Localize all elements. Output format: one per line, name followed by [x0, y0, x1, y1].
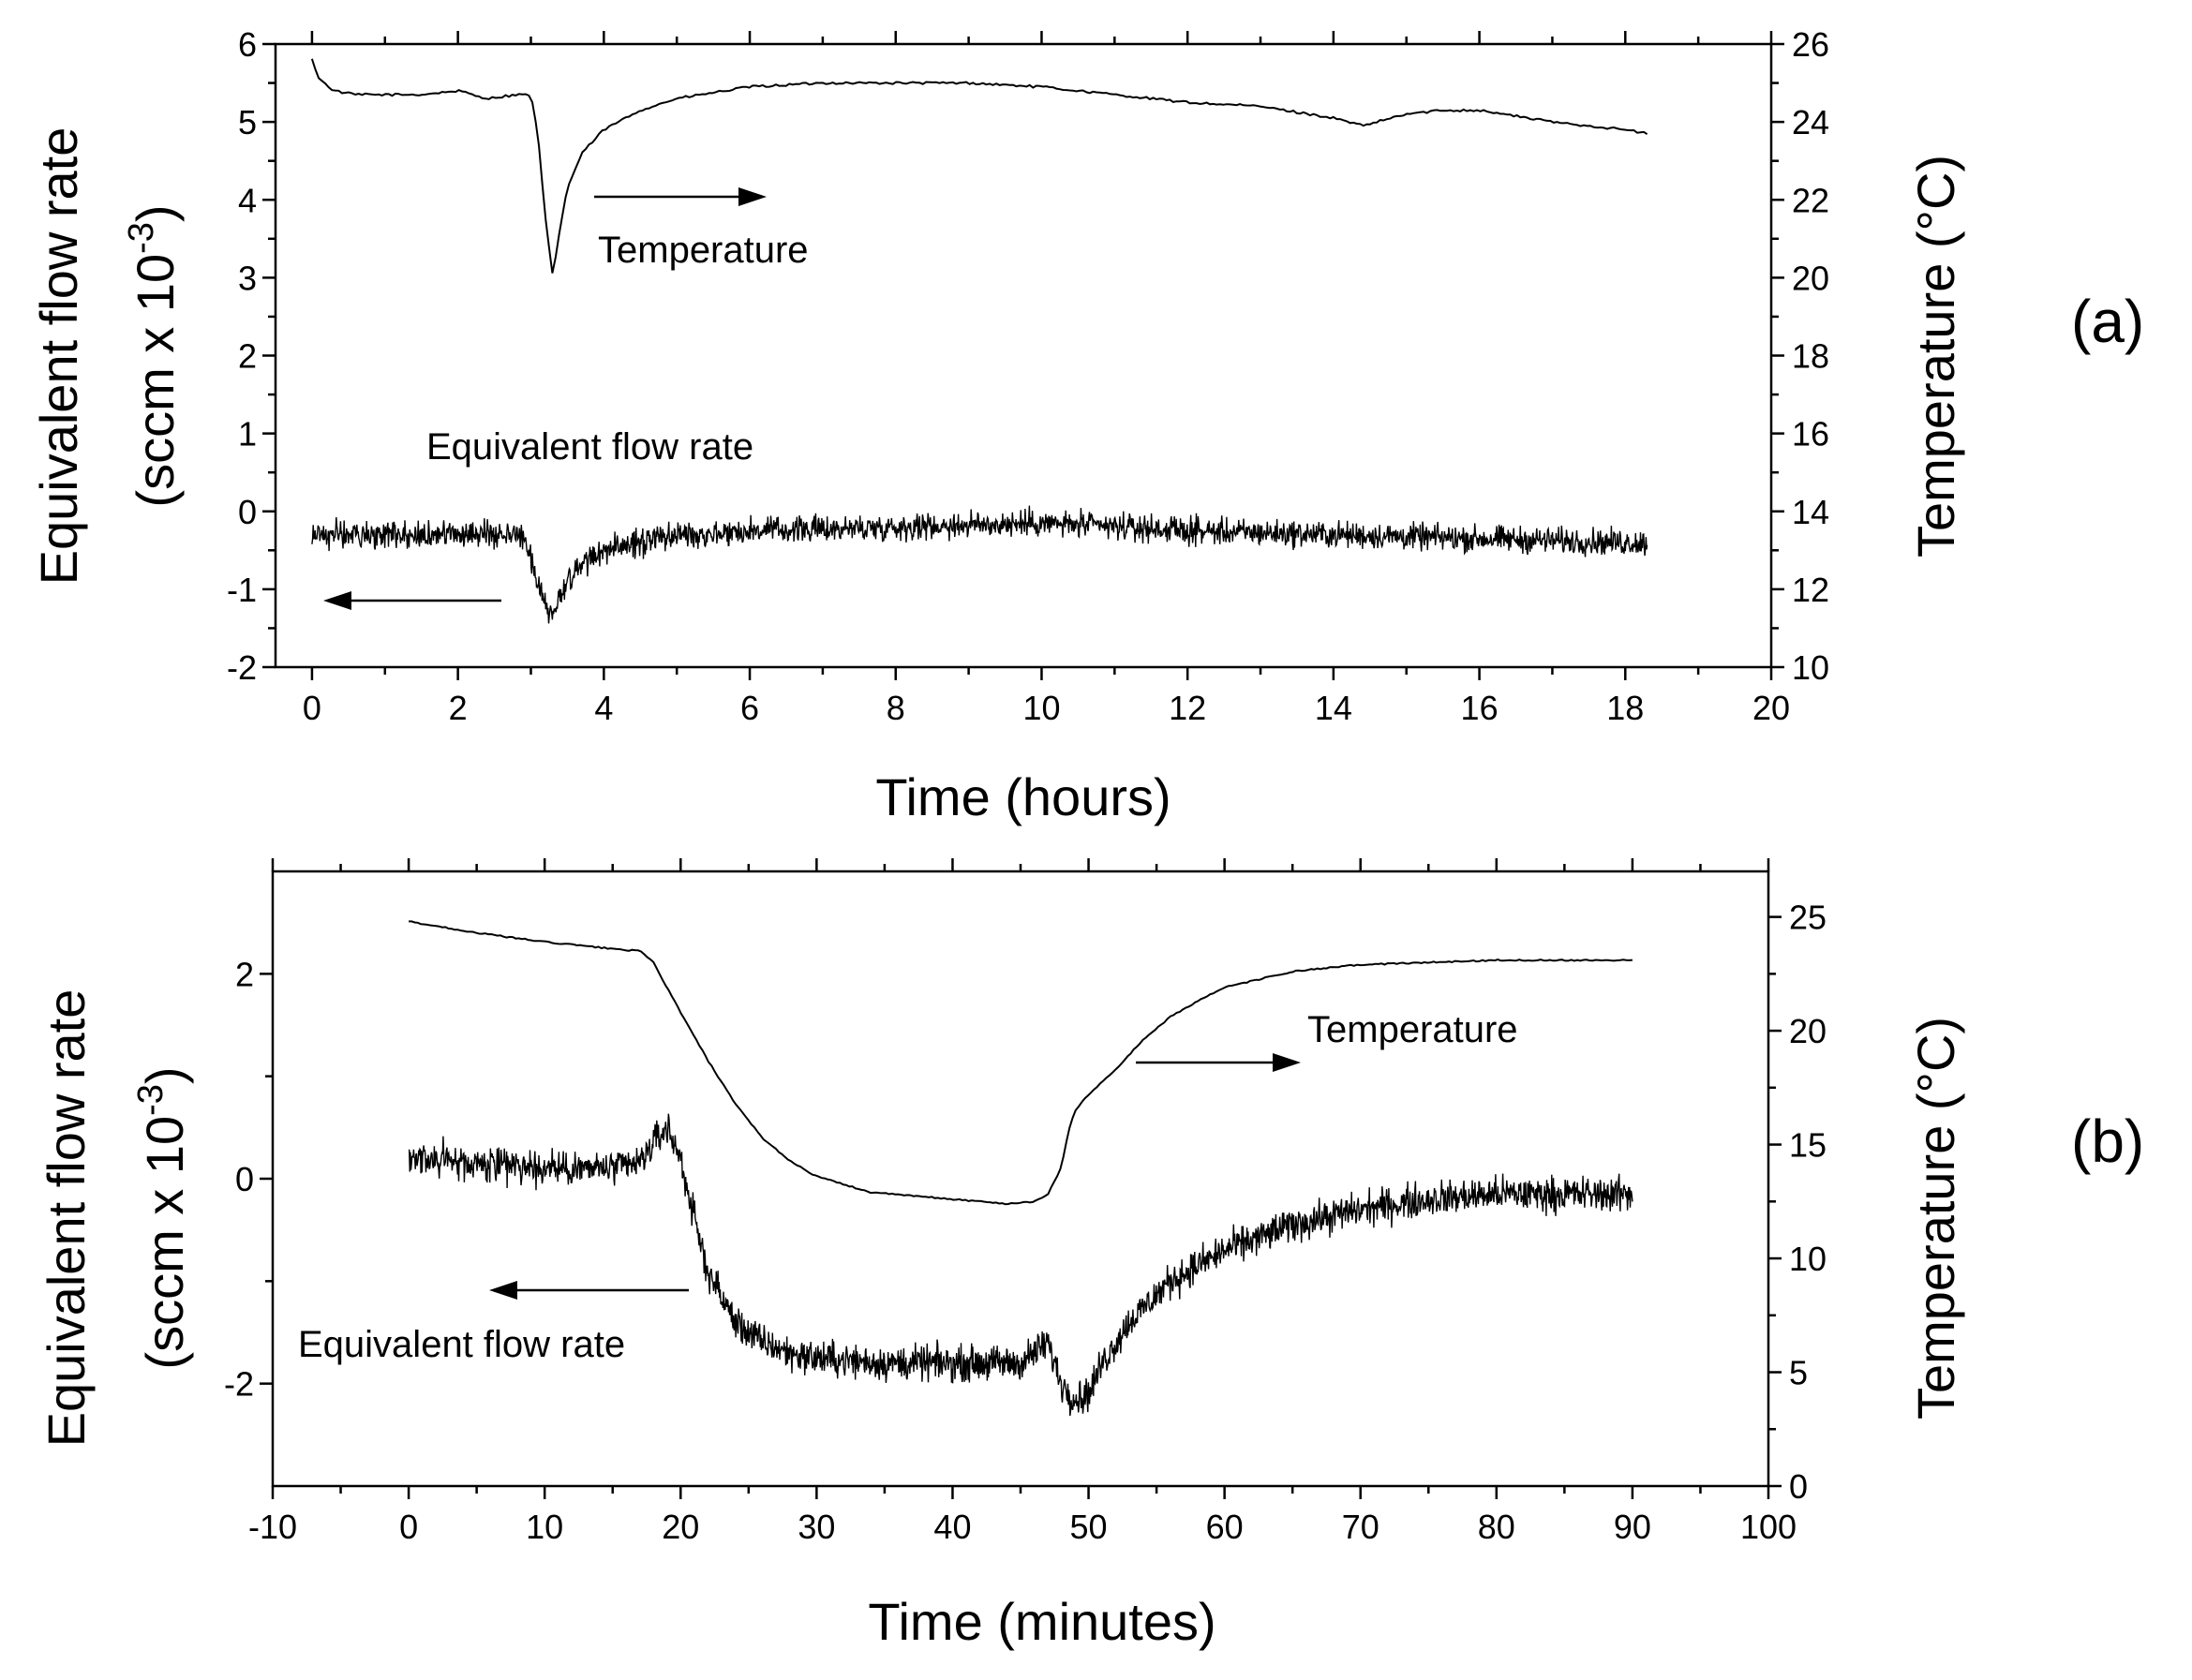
x-tick-label: 80 [1478, 1508, 1515, 1546]
panel-a-y-unit-close: ) [126, 204, 185, 222]
y-right-tick-label: 12 [1792, 571, 1829, 609]
x-tick-label: 100 [1740, 1508, 1797, 1546]
y-right-tick-label: 0 [1789, 1467, 1808, 1506]
panel-b-y-unit-exponent: -3 [131, 1084, 171, 1116]
panel-a-right-axis-title: Temperature (°C) [1906, 155, 1965, 558]
x-tick-label: 50 [1070, 1508, 1108, 1546]
panel-b-temperature-annotation: Temperature [1307, 1009, 1518, 1050]
x-tick-label: 20 [662, 1508, 699, 1546]
panel-a-flow-arrowhead [323, 591, 351, 610]
y-left-tick-label: 0 [235, 1160, 254, 1198]
y-right-tick-label: 14 [1792, 493, 1829, 531]
y-left-tick-label: 4 [238, 181, 257, 219]
temperature-series-line [310, 58, 1648, 274]
panel-a-temperature-annotation: Temperature [598, 230, 809, 271]
y-left-tick-label: 5 [238, 103, 257, 141]
y-left-tick-label: 1 [238, 415, 257, 453]
x-tick-label: 90 [1614, 1508, 1651, 1546]
x-tick-label: 40 [933, 1508, 971, 1546]
y-left-tick-label: -1 [227, 571, 257, 609]
y-left-tick-label: 6 [238, 25, 257, 64]
panel-a-y-axis-title-line1: Equivalent flow rate [29, 127, 88, 586]
y-right-tick-label: 15 [1789, 1126, 1827, 1165]
x-tick-label: 0 [399, 1508, 418, 1546]
y-right-tick-label: 18 [1792, 337, 1829, 376]
y-right-tick-label: 25 [1789, 899, 1827, 937]
y-left-tick-label: 0 [238, 493, 257, 531]
y-left-tick-label: 3 [238, 259, 257, 297]
y-left-tick-label: -2 [227, 648, 257, 687]
panel-a-temperature-arrowhead [738, 187, 767, 206]
x-tick-label: -10 [248, 1508, 297, 1546]
panel-a-plot-frame [274, 42, 1773, 669]
panel-b-series [408, 920, 1633, 1417]
y-right-tick-label: 10 [1792, 648, 1829, 687]
flow-rate-series-line [311, 505, 1648, 624]
flow-rate-series-line [408, 1113, 1633, 1417]
y-right-tick-label: 26 [1792, 25, 1829, 64]
x-tick-label: 12 [1169, 689, 1206, 727]
panel-b-temperature-arrowhead [1273, 1053, 1301, 1072]
panel-b-y-axis-title-line2: (sccm x 10-3) [131, 1066, 194, 1369]
x-tick-label: 30 [798, 1508, 835, 1546]
x-tick-label: 6 [740, 689, 759, 727]
x-tick-label: 10 [526, 1508, 563, 1546]
x-tick-label: 14 [1315, 689, 1352, 727]
panel-b-y-unit-close: ) [135, 1066, 194, 1084]
x-tick-label: 8 [887, 689, 905, 727]
panel-a-y-axis-title-line2: (sccm x 10-3) [122, 204, 185, 507]
panel-a-y-unit-exponent: -3 [122, 222, 161, 254]
panel-a-y-unit-text: (sccm x 10 [126, 254, 185, 508]
y-right-tick-label: 20 [1789, 1012, 1827, 1050]
panel-b-y-unit-text: (sccm x 10 [135, 1116, 194, 1370]
y-left-tick-label: 2 [235, 955, 254, 993]
y-right-tick-label: 22 [1792, 181, 1829, 219]
y-right-tick-label: 16 [1792, 415, 1829, 453]
x-tick-label: 10 [1022, 689, 1060, 727]
y-right-tick-label: 10 [1789, 1240, 1827, 1278]
y-left-tick-label: 2 [238, 337, 257, 376]
panel-a-axis-ticks: 0 2 4 6 8 10 12 14 16 18 20-2-10123456101214161820… [227, 25, 1829, 727]
temperature-series-line [409, 920, 1633, 1206]
panel-b-right-axis-title: Temperature (°C) [1906, 1017, 1965, 1420]
y-left-tick-label: -2 [224, 1365, 254, 1404]
panel-b-flow-arrowhead [489, 1281, 517, 1300]
panel-a-chart: 0 2 4 6 8 10 12 14 16 18 20-2-10123456101214161820… [29, 25, 2144, 826]
x-tick-label: 18 [1606, 689, 1644, 727]
panel-b-chart: -10 0 10 20 30 40 50 60 70 80 90 100-2020510152025 … [37, 858, 2144, 1651]
panel-a-flow-annotation: Equivalent flow rate [426, 426, 753, 468]
panel-b-flow-annotation: Equivalent flow rate [298, 1324, 625, 1365]
panel-a-x-axis-title: Time (hours) [875, 767, 1171, 826]
x-tick-label: 16 [1461, 689, 1499, 727]
panel-a-label: (a) [2071, 288, 2144, 355]
panel-a-series [310, 58, 1648, 624]
panel-b-label: (b) [2071, 1108, 2144, 1175]
x-tick-label: 60 [1206, 1508, 1244, 1546]
x-tick-label: 2 [449, 689, 468, 727]
y-right-tick-label: 24 [1792, 103, 1829, 141]
x-tick-label: 4 [594, 689, 613, 727]
y-right-tick-label: 20 [1792, 259, 1829, 297]
panel-b-x-axis-title: Time (minutes) [868, 1592, 1215, 1651]
y-right-tick-label: 5 [1789, 1354, 1808, 1392]
x-tick-label: 20 [1752, 689, 1790, 727]
panel-b-plot-frame [271, 870, 1770, 1488]
x-tick-label: 70 [1342, 1508, 1379, 1546]
panel-b-y-axis-title-line1: Equivalent flow rate [37, 989, 96, 1448]
x-tick-label: 0 [303, 689, 321, 727]
